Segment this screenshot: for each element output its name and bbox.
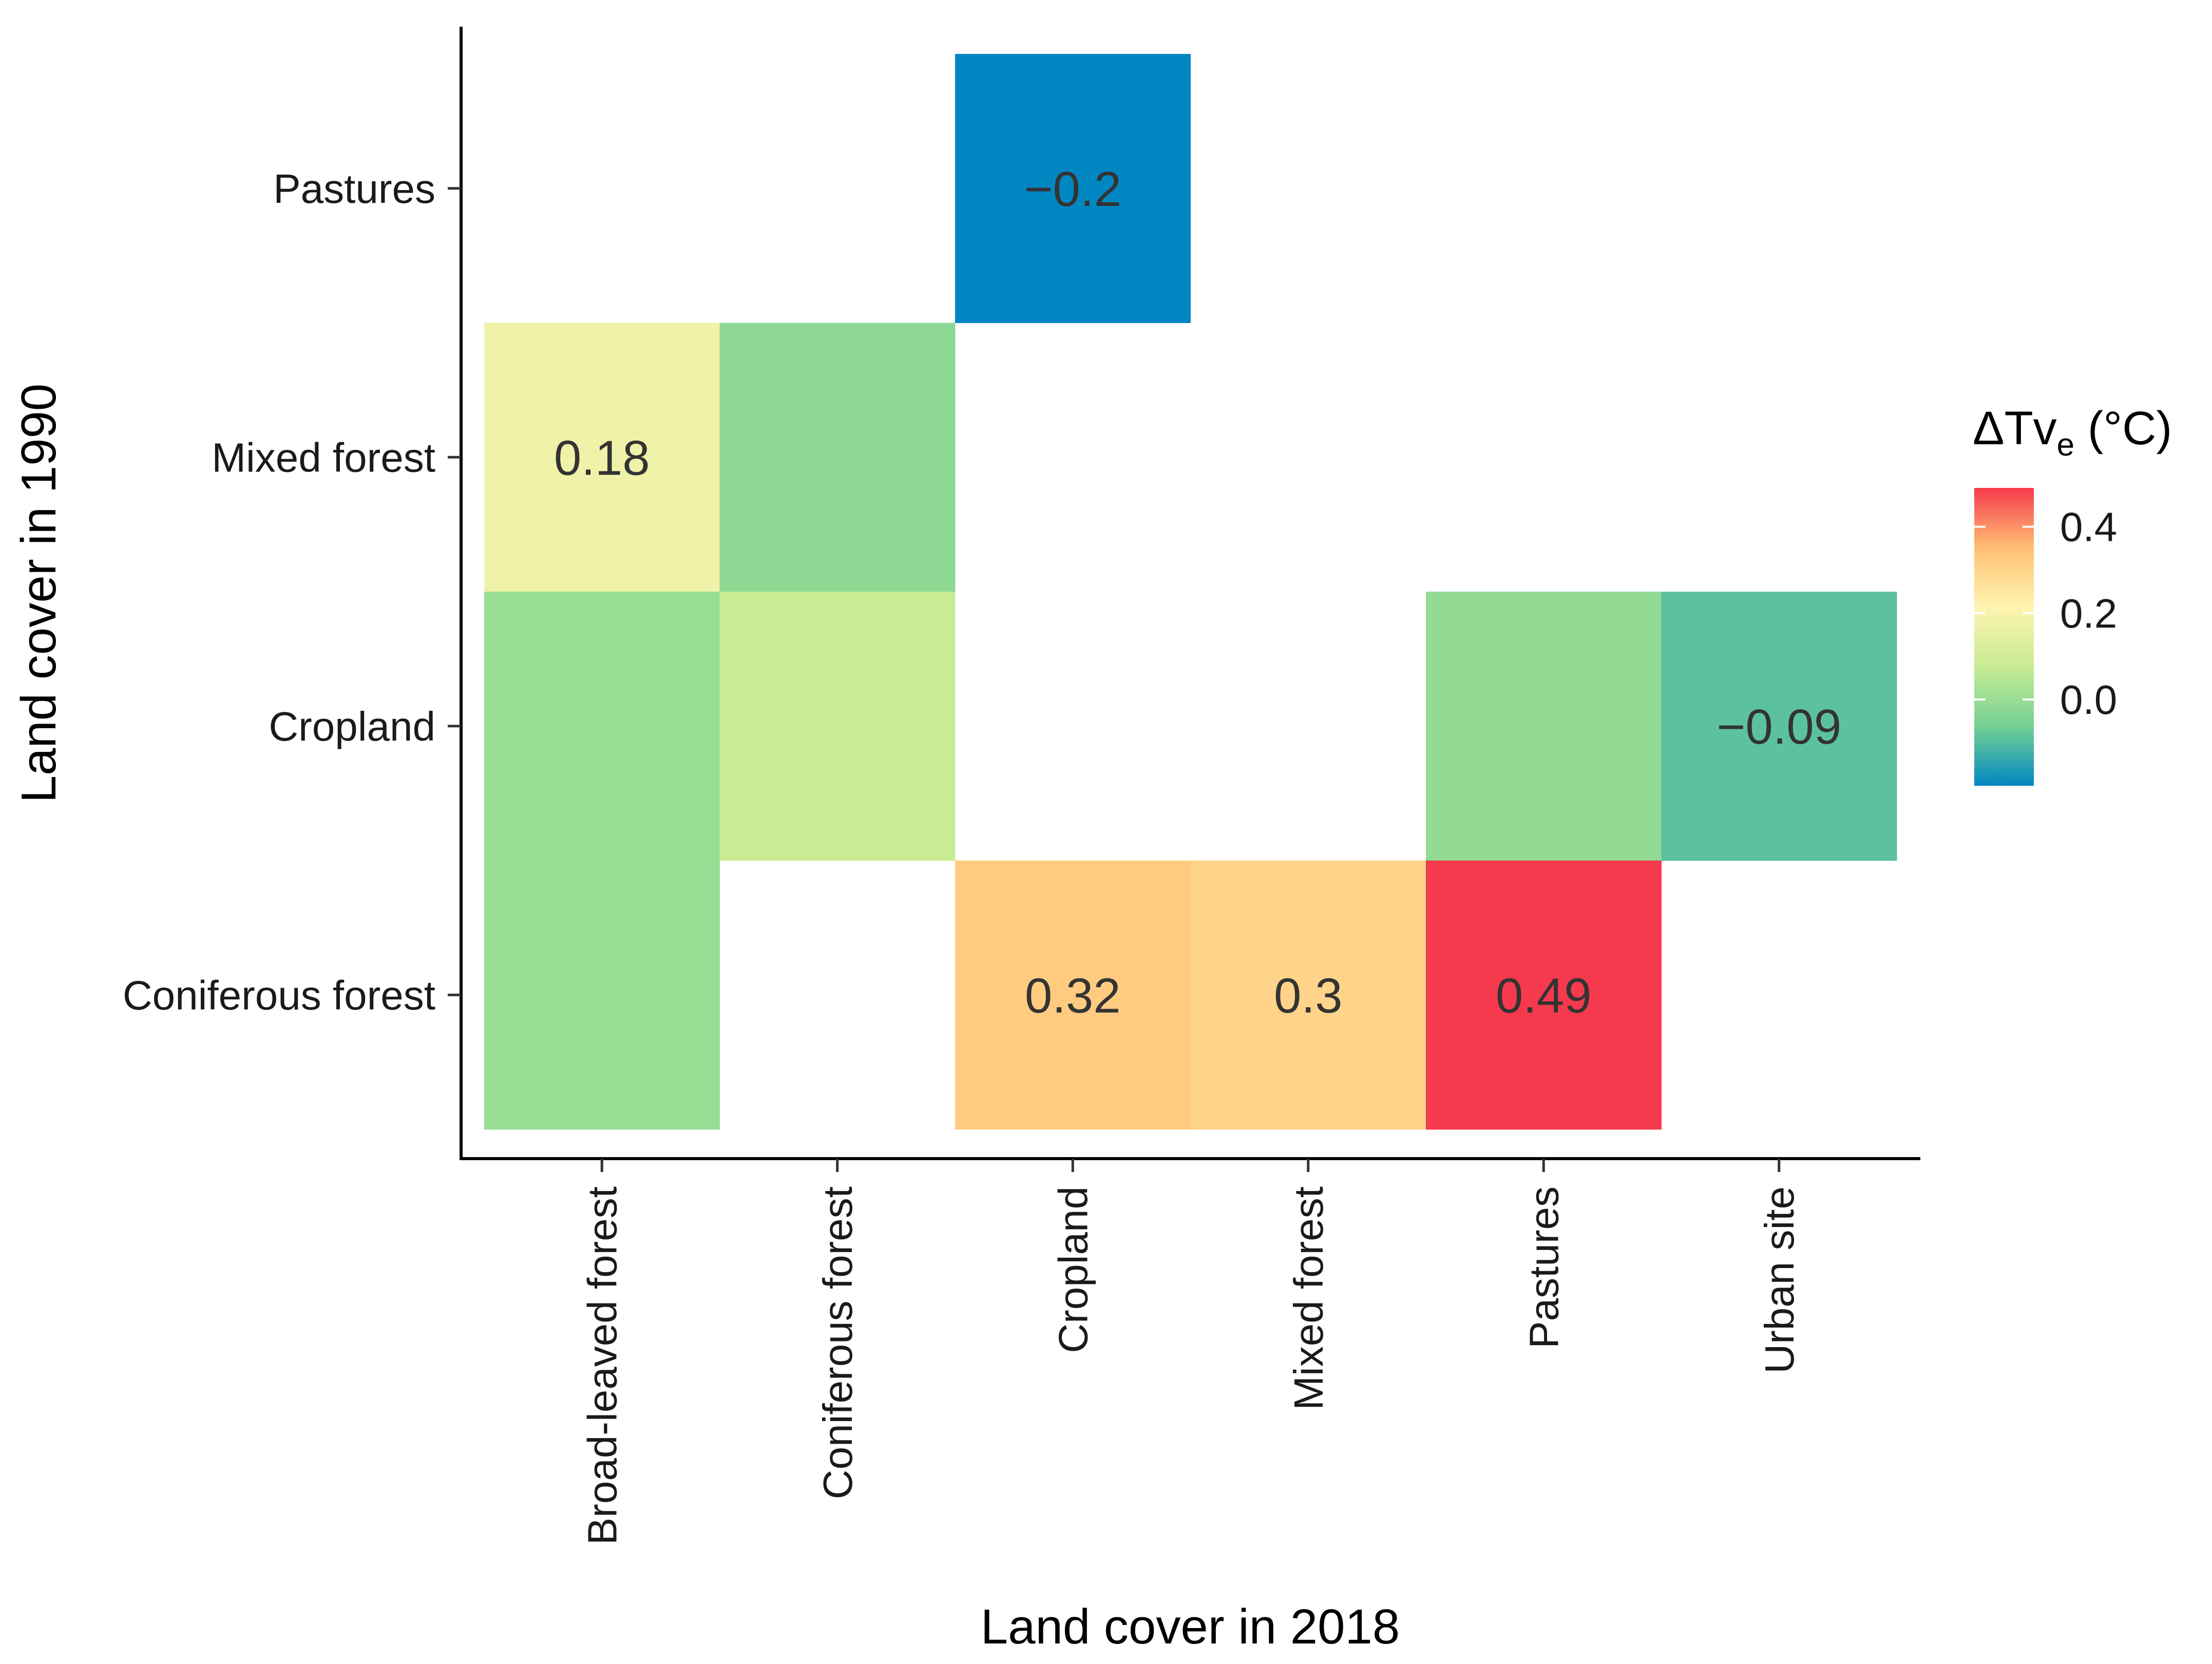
x-tick-label: Mixed forest [1286,1186,1331,1410]
colorbar-tick-label: 0.2 [2060,591,2117,636]
y-tick-label: Coniferous forest [123,972,435,1018]
heatmap-cell [719,323,956,592]
x-axis-ticks: Broad-leaved forest Coniferous forest Crop… [579,1159,1802,1545]
axes [460,27,1920,1160]
y-tick-label: Mixed forest [212,434,435,480]
heatmap-cells [484,54,1897,1130]
colorbar-gradient [1974,488,2034,786]
y-axis-ticks: Coniferous forest Cropland Mixed forest Pas… [123,166,461,1018]
cell-labels: −0.2 0.18 −0.09 0.32 0.3 0.49 [554,162,1841,1024]
cell-value-label: 0.3 [1274,968,1342,1023]
y-tick-label: Pastures [273,166,435,212]
cell-value-label: −0.2 [1024,162,1121,217]
colorbar-title-unit: (°C) [2074,402,2172,455]
heatmap-cell [1426,860,1662,1130]
cell-value-label: 0.32 [1025,968,1121,1023]
heatmap-cell [484,592,720,861]
heatmap-cell [1426,592,1662,861]
colorbar-title: ΔTve (°C) [1973,402,2172,463]
x-axis-title: Land cover in 2018 [981,1599,1400,1654]
colorbar-tick-label: 0.0 [2060,677,2117,723]
colorbar-legend: ΔTve (°C) 0.4 0.2 0.0 [1973,402,2172,786]
cell-value-label: 0.18 [554,430,650,485]
heatmap-cell [1661,592,1897,861]
colorbar-title-subscript: e [2057,427,2074,463]
colorbar-ticks: 0.4 0.2 0.0 [1974,504,2117,723]
y-tick-label: Cropland [269,704,435,749]
y-axis-title: Land cover in 1990 [11,384,66,803]
x-tick-label: Urban site [1757,1186,1802,1374]
heatmap-cell [719,592,956,861]
heatmap-cell [955,860,1191,1130]
colorbar-tick-label: 0.4 [2060,504,2117,550]
heatmap-cell [955,54,1191,323]
x-tick-label: Broad-leaved forest [579,1186,625,1545]
heatmap-cell [484,860,720,1130]
x-tick-label: Coniferous forest [815,1186,861,1499]
colorbar-title-main: ΔTv [1973,402,2057,455]
cell-value-label: 0.49 [1496,968,1592,1023]
heatmap-cell [484,323,720,592]
x-tick-label: Pastures [1521,1186,1567,1349]
x-tick-label: Cropland [1050,1186,1096,1353]
heatmap-cell [1190,860,1426,1130]
cell-value-label: −0.09 [1717,699,1841,754]
